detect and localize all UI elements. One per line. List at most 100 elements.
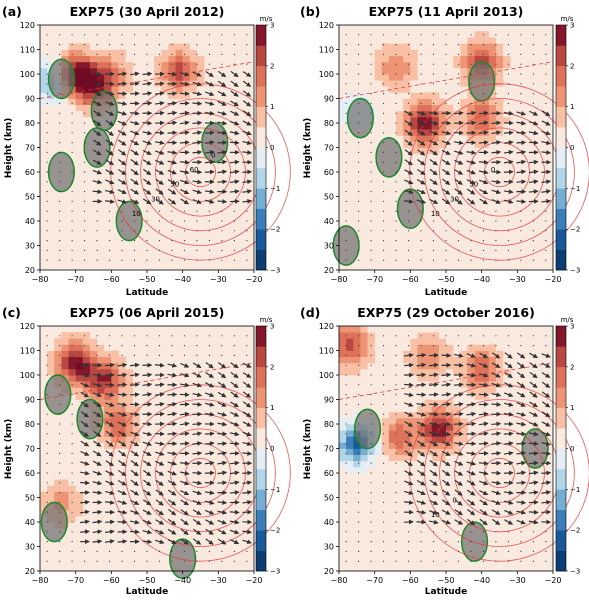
wind-dot	[47, 230, 48, 231]
wind-dot	[470, 83, 471, 84]
wind-dot	[171, 54, 172, 55]
panel-label: (d)	[300, 305, 320, 320]
wind-dot	[59, 113, 60, 114]
wind-dot	[408, 64, 409, 65]
heatmap-cell	[346, 351, 354, 358]
x-tick-label: −20	[246, 576, 263, 585]
wind-dot	[395, 34, 396, 35]
heatmap-cell	[432, 351, 440, 358]
heatmap-cell	[417, 375, 425, 382]
wind-dot	[433, 541, 434, 542]
heatmap-cell	[190, 56, 198, 63]
wind-dot	[358, 162, 359, 163]
wind-dot	[395, 423, 396, 424]
wind-dot	[346, 44, 347, 45]
wind-dot	[358, 414, 359, 415]
heatmap-cell	[47, 485, 55, 492]
colorbar-segment	[556, 209, 566, 230]
wind-dot	[495, 541, 496, 542]
wind-dot	[209, 211, 210, 212]
wind-arrow	[529, 512, 538, 513]
wind-dot	[346, 512, 347, 513]
wind-dot	[134, 260, 135, 261]
heatmap-cell	[111, 62, 119, 69]
wind-dot	[395, 335, 396, 336]
wind-dot	[358, 113, 359, 114]
wind-dot	[47, 64, 48, 65]
heatmap-cell	[475, 31, 483, 38]
heatmap-cell	[360, 351, 368, 358]
heatmap-cell	[76, 357, 84, 364]
heatmap-cell	[360, 467, 368, 474]
heatmap-cell	[346, 363, 354, 370]
wind-dot	[371, 54, 372, 55]
heatmap-cell	[496, 105, 504, 112]
heatmap-cell	[496, 80, 504, 87]
heatmap-cell	[339, 105, 347, 112]
wind-dot	[470, 345, 471, 346]
x-tick-label: −40	[174, 576, 191, 585]
heatmap-cell	[339, 467, 347, 474]
heatmap-cell	[446, 105, 454, 112]
wind-dot	[358, 191, 359, 192]
wind-arrow	[192, 404, 201, 405]
wind-dot	[96, 345, 97, 346]
colorbar-tick-label: 0	[270, 445, 274, 453]
wind-dot	[470, 541, 471, 542]
wind-dot	[383, 240, 384, 241]
heatmap-cell	[389, 68, 397, 75]
heatmap-cell	[410, 43, 418, 50]
wind-dot	[159, 44, 160, 45]
wind-dot	[346, 482, 347, 483]
wind-dot	[383, 531, 384, 532]
heatmap-cell	[90, 357, 98, 364]
heatmap-cell	[97, 43, 105, 50]
y-tick-label: 60	[324, 469, 334, 478]
wind-arrow	[180, 443, 189, 444]
heatmap-cell	[460, 56, 468, 63]
heatmap-cell	[47, 351, 55, 358]
heatmap-cell	[360, 332, 368, 339]
colorbar-tick-label: 0	[570, 144, 574, 152]
wind-dot	[483, 64, 484, 65]
wind-dot	[533, 561, 534, 562]
wind-dot	[408, 230, 409, 231]
heatmap-cell	[111, 351, 119, 358]
wind-dot	[433, 531, 434, 532]
wind-dot	[395, 365, 396, 366]
heatmap-cell	[346, 86, 354, 93]
wind-dot	[159, 260, 160, 261]
wind-dot	[358, 492, 359, 493]
wind-dot	[346, 492, 347, 493]
heatmap-cell	[453, 406, 461, 413]
heatmap-cell	[104, 56, 112, 63]
heatmap-cell	[396, 430, 404, 437]
wind-dot	[84, 345, 85, 346]
heatmap-cell	[346, 357, 354, 364]
wind-dot	[408, 44, 409, 45]
wind-dot	[84, 93, 85, 94]
wind-dot	[346, 374, 347, 375]
heatmap-cell	[439, 363, 447, 370]
wind-dot	[358, 220, 359, 221]
wind-dot	[47, 181, 48, 182]
heatmap-cell	[496, 62, 504, 69]
wind-dot	[59, 404, 60, 405]
heatmap-cell	[69, 56, 77, 63]
y-tick-label: 50	[25, 494, 35, 503]
wind-dot	[47, 463, 48, 464]
heatmap-cell	[382, 62, 390, 69]
heatmap-cell	[54, 491, 62, 498]
wind-dot	[246, 211, 247, 212]
wind-arrow	[504, 172, 513, 173]
wind-dot	[171, 220, 172, 221]
wind-dot	[458, 240, 459, 241]
wind-dot	[495, 83, 496, 84]
heatmap-cell	[382, 86, 390, 93]
wind-dot	[395, 531, 396, 532]
wind-dot	[134, 335, 135, 336]
wind-dot	[134, 250, 135, 251]
wind-dot	[358, 551, 359, 552]
wind-arrow	[516, 482, 525, 483]
